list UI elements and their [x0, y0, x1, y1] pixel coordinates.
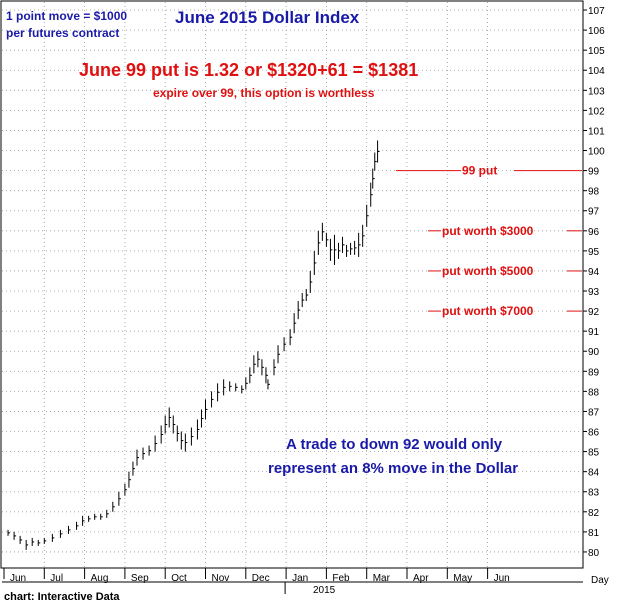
y-tick-label: 85	[588, 448, 600, 459]
subheadline-expiry: expire over 99, this option is worthless	[153, 86, 375, 100]
x-month-label: Nov	[212, 573, 230, 584]
y-tick-label: 101	[588, 126, 605, 137]
y-tick-label: 99	[588, 167, 600, 178]
y-tick-label: 84	[588, 468, 600, 479]
y-tick-label: 98	[588, 187, 600, 198]
x-month-label: Jan	[292, 573, 308, 584]
put-level-label: put worth $7000	[442, 304, 534, 318]
y-tick-label: 83	[588, 488, 600, 499]
y-tick-label: 106	[588, 26, 605, 37]
x-month-label: Sep	[131, 573, 149, 584]
y-tick-label: 80	[588, 548, 600, 559]
y-tick-label: 81	[588, 528, 600, 539]
x-month-label: Jun	[10, 573, 26, 584]
note-trade-line-1: A trade to down 92 would only	[286, 436, 503, 453]
y-axis: 80 81 82 83 84 85 86 87 88 89 90 91 92 93 94 95 96 97 98 99…	[583, 6, 605, 559]
y-tick-label: 97	[588, 207, 600, 218]
y-tick-label: 82	[588, 508, 600, 519]
x-axis: Jun Jul Aug Sep Oct Nov Dec Jan Feb Mar Apr May Jun	[2, 568, 583, 594]
note-point-move: 1 point move = $1000	[6, 9, 127, 23]
y-tick-label: 100	[588, 147, 605, 158]
y-tick-label: 103	[588, 86, 605, 97]
y-tick-label: 91	[588, 327, 600, 338]
y-tick-label: 105	[588, 46, 605, 57]
y-tick-label: 86	[588, 428, 600, 439]
x-axis-unit: Day	[591, 575, 609, 586]
y-tick-label: 88	[588, 387, 600, 398]
x-month-label: Feb	[332, 573, 350, 584]
y-tick-label: 104	[588, 66, 605, 77]
chart-source: chart: Interactive Data	[4, 591, 120, 603]
y-tick-label: 94	[588, 267, 600, 278]
note-per-contract: per futures contract	[6, 26, 119, 40]
y-tick-label: 90	[588, 347, 600, 358]
x-month-label: Jun	[494, 573, 510, 584]
x-year-label: 2015	[313, 585, 336, 596]
y-tick-label: 87	[588, 407, 600, 418]
y-tick-label: 89	[588, 367, 600, 378]
x-month-label: May	[453, 573, 472, 584]
y-tick-label: 102	[588, 106, 605, 117]
put-level-label: 99 put	[462, 164, 497, 178]
chart-title: June 2015 Dollar Index	[175, 8, 360, 27]
plot-frame	[0, 0, 584, 569]
y-tick-label: 107	[588, 6, 605, 17]
x-month-label: Aug	[91, 573, 109, 584]
headline-put-price: June 99 put is 1.32 or $1320+61 = $1381	[79, 60, 418, 80]
x-month-label: Apr	[413, 573, 429, 584]
x-month-label: Mar	[373, 573, 391, 584]
y-tick-label: 93	[588, 287, 600, 298]
x-month-label: Jul	[50, 573, 63, 584]
x-month-label: Dec	[252, 573, 270, 584]
x-month-label: Oct	[171, 573, 187, 584]
price-bars	[7, 140, 380, 550]
y-tick-label: 92	[588, 307, 600, 318]
y-tick-label: 96	[588, 227, 600, 238]
annotations: 99 put put worth $3000 put worth $5000 put …	[396, 164, 582, 318]
grid	[2, 2, 583, 568]
y-tick-label: 95	[588, 247, 600, 258]
put-level-label: put worth $5000	[442, 264, 534, 278]
put-level-label: put worth $3000	[442, 224, 534, 238]
note-trade-line-2: represent an 8% move in the Dollar	[268, 460, 518, 477]
